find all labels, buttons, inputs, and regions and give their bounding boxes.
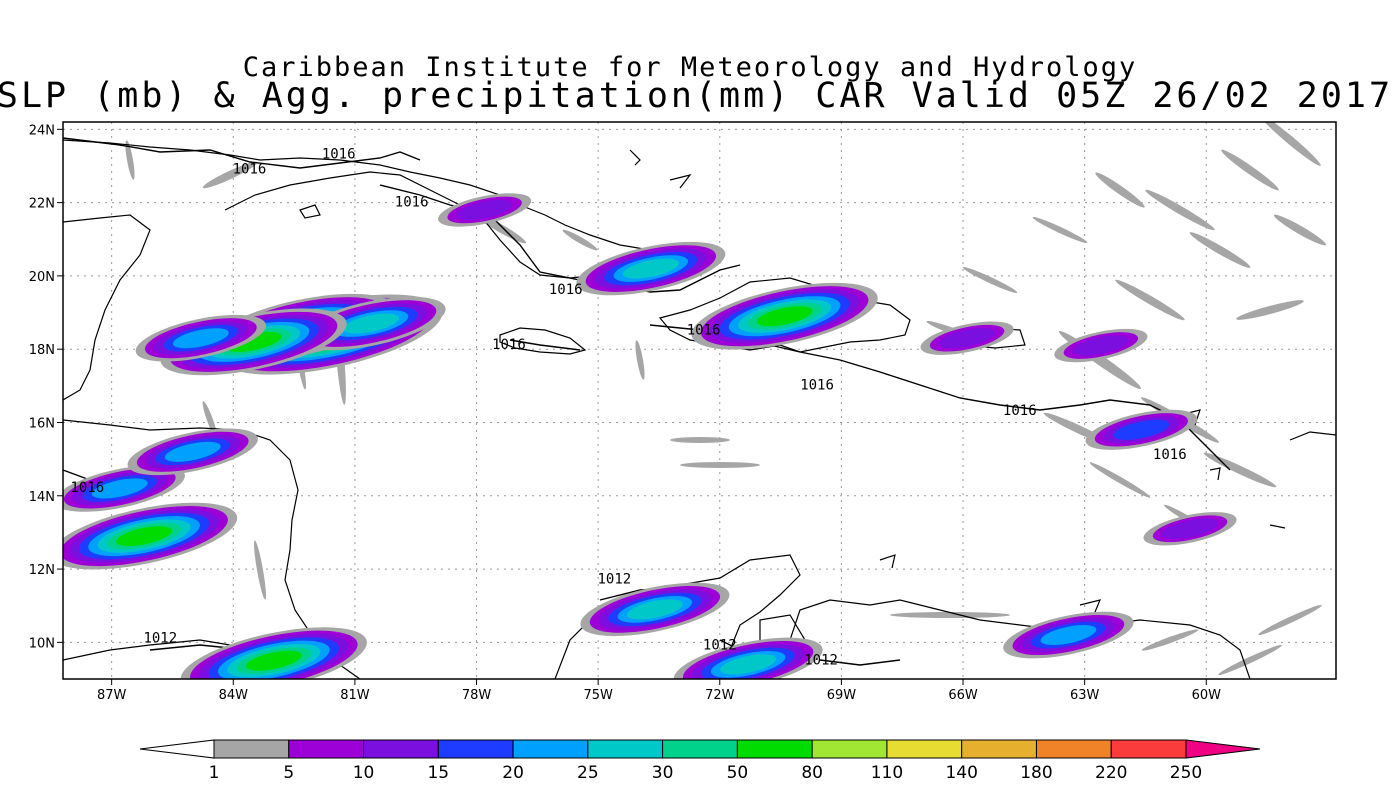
colorbar-label: 20	[502, 763, 524, 783]
lon-tick-label: 78W	[462, 688, 492, 703]
isobar-label: 1016	[549, 282, 583, 298]
isobar-label: 1016	[233, 161, 267, 177]
latitude-axis: 24N 22N 20N 18N 16N 14N 12N 10N	[29, 123, 63, 651]
colorbar-label: 80	[801, 763, 823, 783]
lat-tick-label: 12N	[29, 563, 55, 578]
isobar-label: 1016	[800, 378, 834, 394]
colorbar-swatch	[213, 739, 290, 759]
lat-tick-label: 22N	[29, 197, 55, 212]
isobar-lines	[63, 137, 1231, 666]
colorbar-label: 10	[353, 763, 375, 783]
colorbar-swatch	[1110, 739, 1187, 759]
lon-tick-label: 72W	[705, 688, 735, 703]
precip-cell	[1162, 518, 1218, 539]
precip-cell	[1072, 335, 1129, 356]
isobar-label: 1016	[492, 337, 526, 353]
precip-cell	[756, 306, 813, 327]
lon-tick-label: 81W	[340, 688, 370, 703]
precip-cell	[456, 199, 513, 220]
isobar-label: 1016	[687, 323, 721, 339]
precip-cell	[1040, 625, 1097, 646]
colorbar-label: 30	[652, 763, 674, 783]
colorbar-swatch	[587, 739, 664, 759]
colorbar-swatch	[288, 739, 365, 759]
precip-cell	[225, 331, 282, 352]
precip-cell	[91, 478, 148, 499]
isobar-label: 1012	[598, 572, 632, 588]
precip-cell	[622, 258, 679, 279]
precip-cell	[172, 328, 229, 349]
lat-tick-label: 14N	[29, 490, 55, 505]
lon-tick-label: 75W	[583, 688, 613, 703]
lat-tick-label: 18N	[29, 343, 55, 358]
precip-cell	[116, 526, 173, 547]
colorbar-label: 5	[283, 763, 294, 783]
precip-cell	[245, 650, 302, 671]
isobar-label: 1016	[322, 147, 356, 163]
colorbar-high-arrow	[1185, 739, 1261, 759]
lat-tick-label: 10N	[29, 636, 55, 651]
colorbar-swatch	[736, 739, 813, 759]
colorbar-label: 1	[209, 763, 220, 783]
plot-frame	[62, 121, 1337, 680]
lon-tick-label: 84W	[219, 688, 249, 703]
chart-title: Caribbean Institute for Meteorology and …	[242, 52, 1138, 83]
longitude-axis: 87W 84W 81W 78W 75W 72W 69W 66W 63W 60W	[97, 679, 1221, 703]
isobar-label: 1012	[143, 630, 177, 646]
lat-tick-label: 16N	[29, 416, 55, 431]
isobar-label: 1012	[804, 652, 838, 668]
precip-cell	[626, 599, 683, 620]
colorbar-label: 250	[1170, 763, 1202, 783]
isobar-label: 1012	[703, 638, 737, 654]
lon-tick-label: 63W	[1070, 688, 1100, 703]
precip-cell	[164, 441, 221, 462]
colorbar-low-arrow	[139, 739, 215, 759]
isobar-label: 1016	[70, 480, 104, 496]
colorbar-swatch	[811, 739, 888, 759]
isobar-labels: 1016 1016 1016 1016 1016 1016 1016 1016 1016 1016…	[70, 147, 1186, 669]
colorbar-label: 15	[427, 763, 449, 783]
lat-tick-label: 20N	[29, 270, 55, 285]
lon-tick-label: 60W	[1192, 688, 1222, 703]
colorbar-swatch	[886, 739, 963, 759]
precip-cell	[343, 313, 400, 334]
colorbar-swatch	[1035, 739, 1112, 759]
colorbar-label: 180	[1020, 763, 1052, 783]
precip-colorbar: 1 5 10 15 20 25 30 50 80 110 140 180 220 250	[139, 739, 1261, 783]
lat-tick-label: 24N	[29, 123, 55, 138]
colorbar-label: 110	[871, 763, 903, 783]
precip-cell	[939, 328, 996, 349]
colorbar-swatch	[512, 739, 589, 759]
precip-cell	[1113, 419, 1170, 440]
colorbar-label: 140	[945, 763, 977, 783]
lon-tick-label: 87W	[97, 688, 127, 703]
isobar-label: 1016	[1153, 447, 1187, 463]
colorbar-swatch	[363, 739, 439, 759]
colorbar-swatch	[662, 739, 738, 759]
precip-cell	[720, 654, 777, 675]
lon-tick-label: 69W	[827, 688, 857, 703]
colorbar-swatch	[437, 739, 514, 759]
isobar-label: 1016	[1003, 403, 1037, 419]
colorbar-swatch	[961, 739, 1037, 759]
chart-subtitle: SLP (mb) & Agg. precipitation(mm) CAR Va…	[0, 76, 1394, 116]
lon-tick-label: 66W	[948, 688, 978, 703]
isobar-label: 1016	[395, 194, 429, 210]
precip-cells	[63, 193, 1237, 679]
colorbar-label: 25	[577, 763, 599, 783]
colorbar-label: 220	[1095, 763, 1127, 783]
colorbar-label: 50	[727, 763, 749, 783]
